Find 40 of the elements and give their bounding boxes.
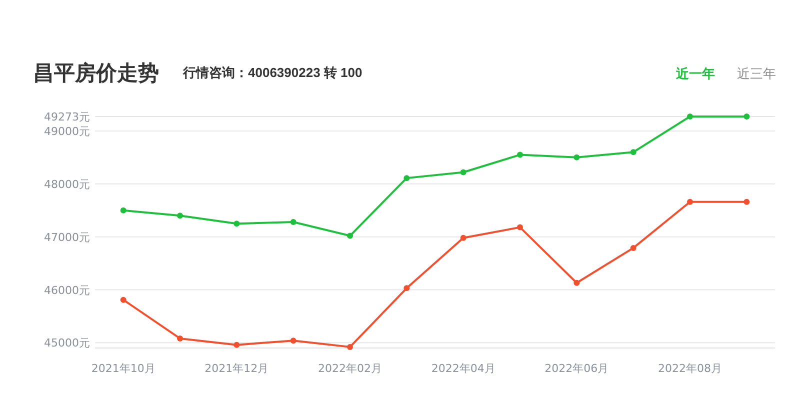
point xyxy=(744,114,750,120)
point xyxy=(517,152,523,158)
point xyxy=(290,338,296,344)
point xyxy=(460,234,466,241)
point xyxy=(687,114,693,120)
point xyxy=(347,344,353,350)
y-tick-label: 48000元 xyxy=(44,178,90,191)
point xyxy=(517,224,523,230)
point xyxy=(574,280,580,286)
point xyxy=(574,154,580,160)
point xyxy=(460,169,466,176)
chart-subtitle: 行情咨询：4006390223 转 100 xyxy=(182,65,362,80)
y-tick-label: 45000元 xyxy=(44,336,90,350)
point xyxy=(347,232,353,239)
y-tick-label: 49000元 xyxy=(44,124,90,138)
x-tick-label: 2022年04月 xyxy=(431,362,496,375)
x-tick-label: 2022年08月 xyxy=(658,362,722,375)
point xyxy=(290,219,296,226)
x-tick-label: 2021年12月 xyxy=(204,362,269,375)
point xyxy=(687,198,693,205)
y-tick-label: 49273元 xyxy=(44,110,90,124)
point xyxy=(630,149,636,156)
x-tick-label: 2021年10月 xyxy=(91,362,156,375)
text: 近一年 xyxy=(675,66,715,81)
point xyxy=(404,285,410,292)
x-tick-label: 2022年06月 xyxy=(544,362,609,375)
x-tick-label: 2022年02月 xyxy=(318,362,382,375)
point xyxy=(177,335,183,342)
y-tick-label: 47000元 xyxy=(44,230,90,244)
point xyxy=(234,342,240,348)
point xyxy=(120,207,126,214)
point xyxy=(120,296,126,303)
point xyxy=(744,198,750,205)
point xyxy=(630,244,636,251)
y-tick-label: 46000元 xyxy=(44,284,90,297)
chart-title: 昌平房价走势 xyxy=(33,61,159,85)
point xyxy=(234,220,240,227)
point xyxy=(177,212,183,219)
point xyxy=(404,175,410,182)
text: 近三年 xyxy=(737,66,776,81)
